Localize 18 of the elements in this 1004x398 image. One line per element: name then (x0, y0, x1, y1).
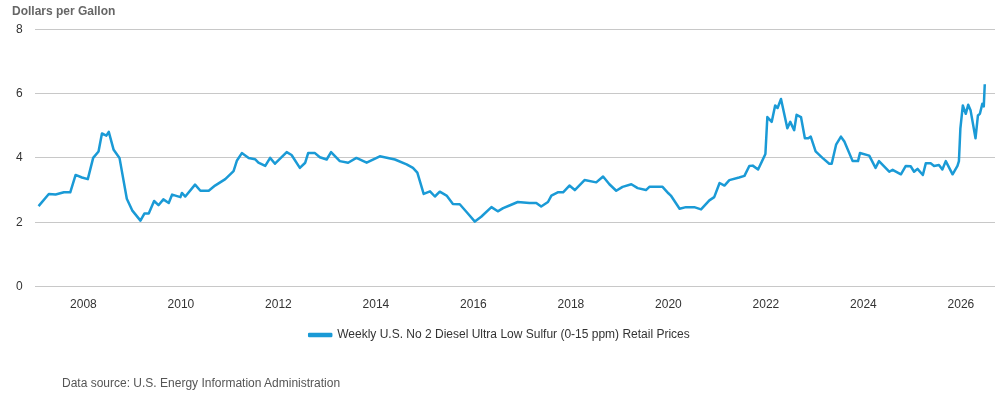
x-tick-label: 2012 (265, 297, 293, 312)
x-tick-label: 2014 (362, 297, 390, 312)
y-tick-label: 6 (15, 85, 23, 100)
y-tick-label: 8 (15, 21, 23, 36)
x-tick-label: 2008 (70, 297, 98, 312)
legend-label: Weekly U.S. No 2 Diesel Ultra Low Sulfur (0-15 ppm) Retail Prices (337, 327, 690, 342)
y-tick-label: 2 (15, 214, 23, 229)
x-tick-label: 2018 (557, 297, 585, 312)
x-tick-label: 2016 (460, 297, 488, 312)
source-note: Data source: U.S. Energy Information Administration (62, 376, 341, 390)
x-tick-label: 2026 (947, 297, 975, 312)
x-tick-label: 2020 (655, 297, 683, 312)
x-tick-label: 2010 (167, 297, 195, 312)
y-axis-title: Dollars per Gallon (12, 4, 116, 18)
x-tick-label: 2024 (850, 297, 878, 312)
y-tick-label: 4 (15, 150, 23, 165)
x-tick-label: 2022 (752, 297, 780, 312)
y-tick-label: 0 (15, 278, 23, 293)
